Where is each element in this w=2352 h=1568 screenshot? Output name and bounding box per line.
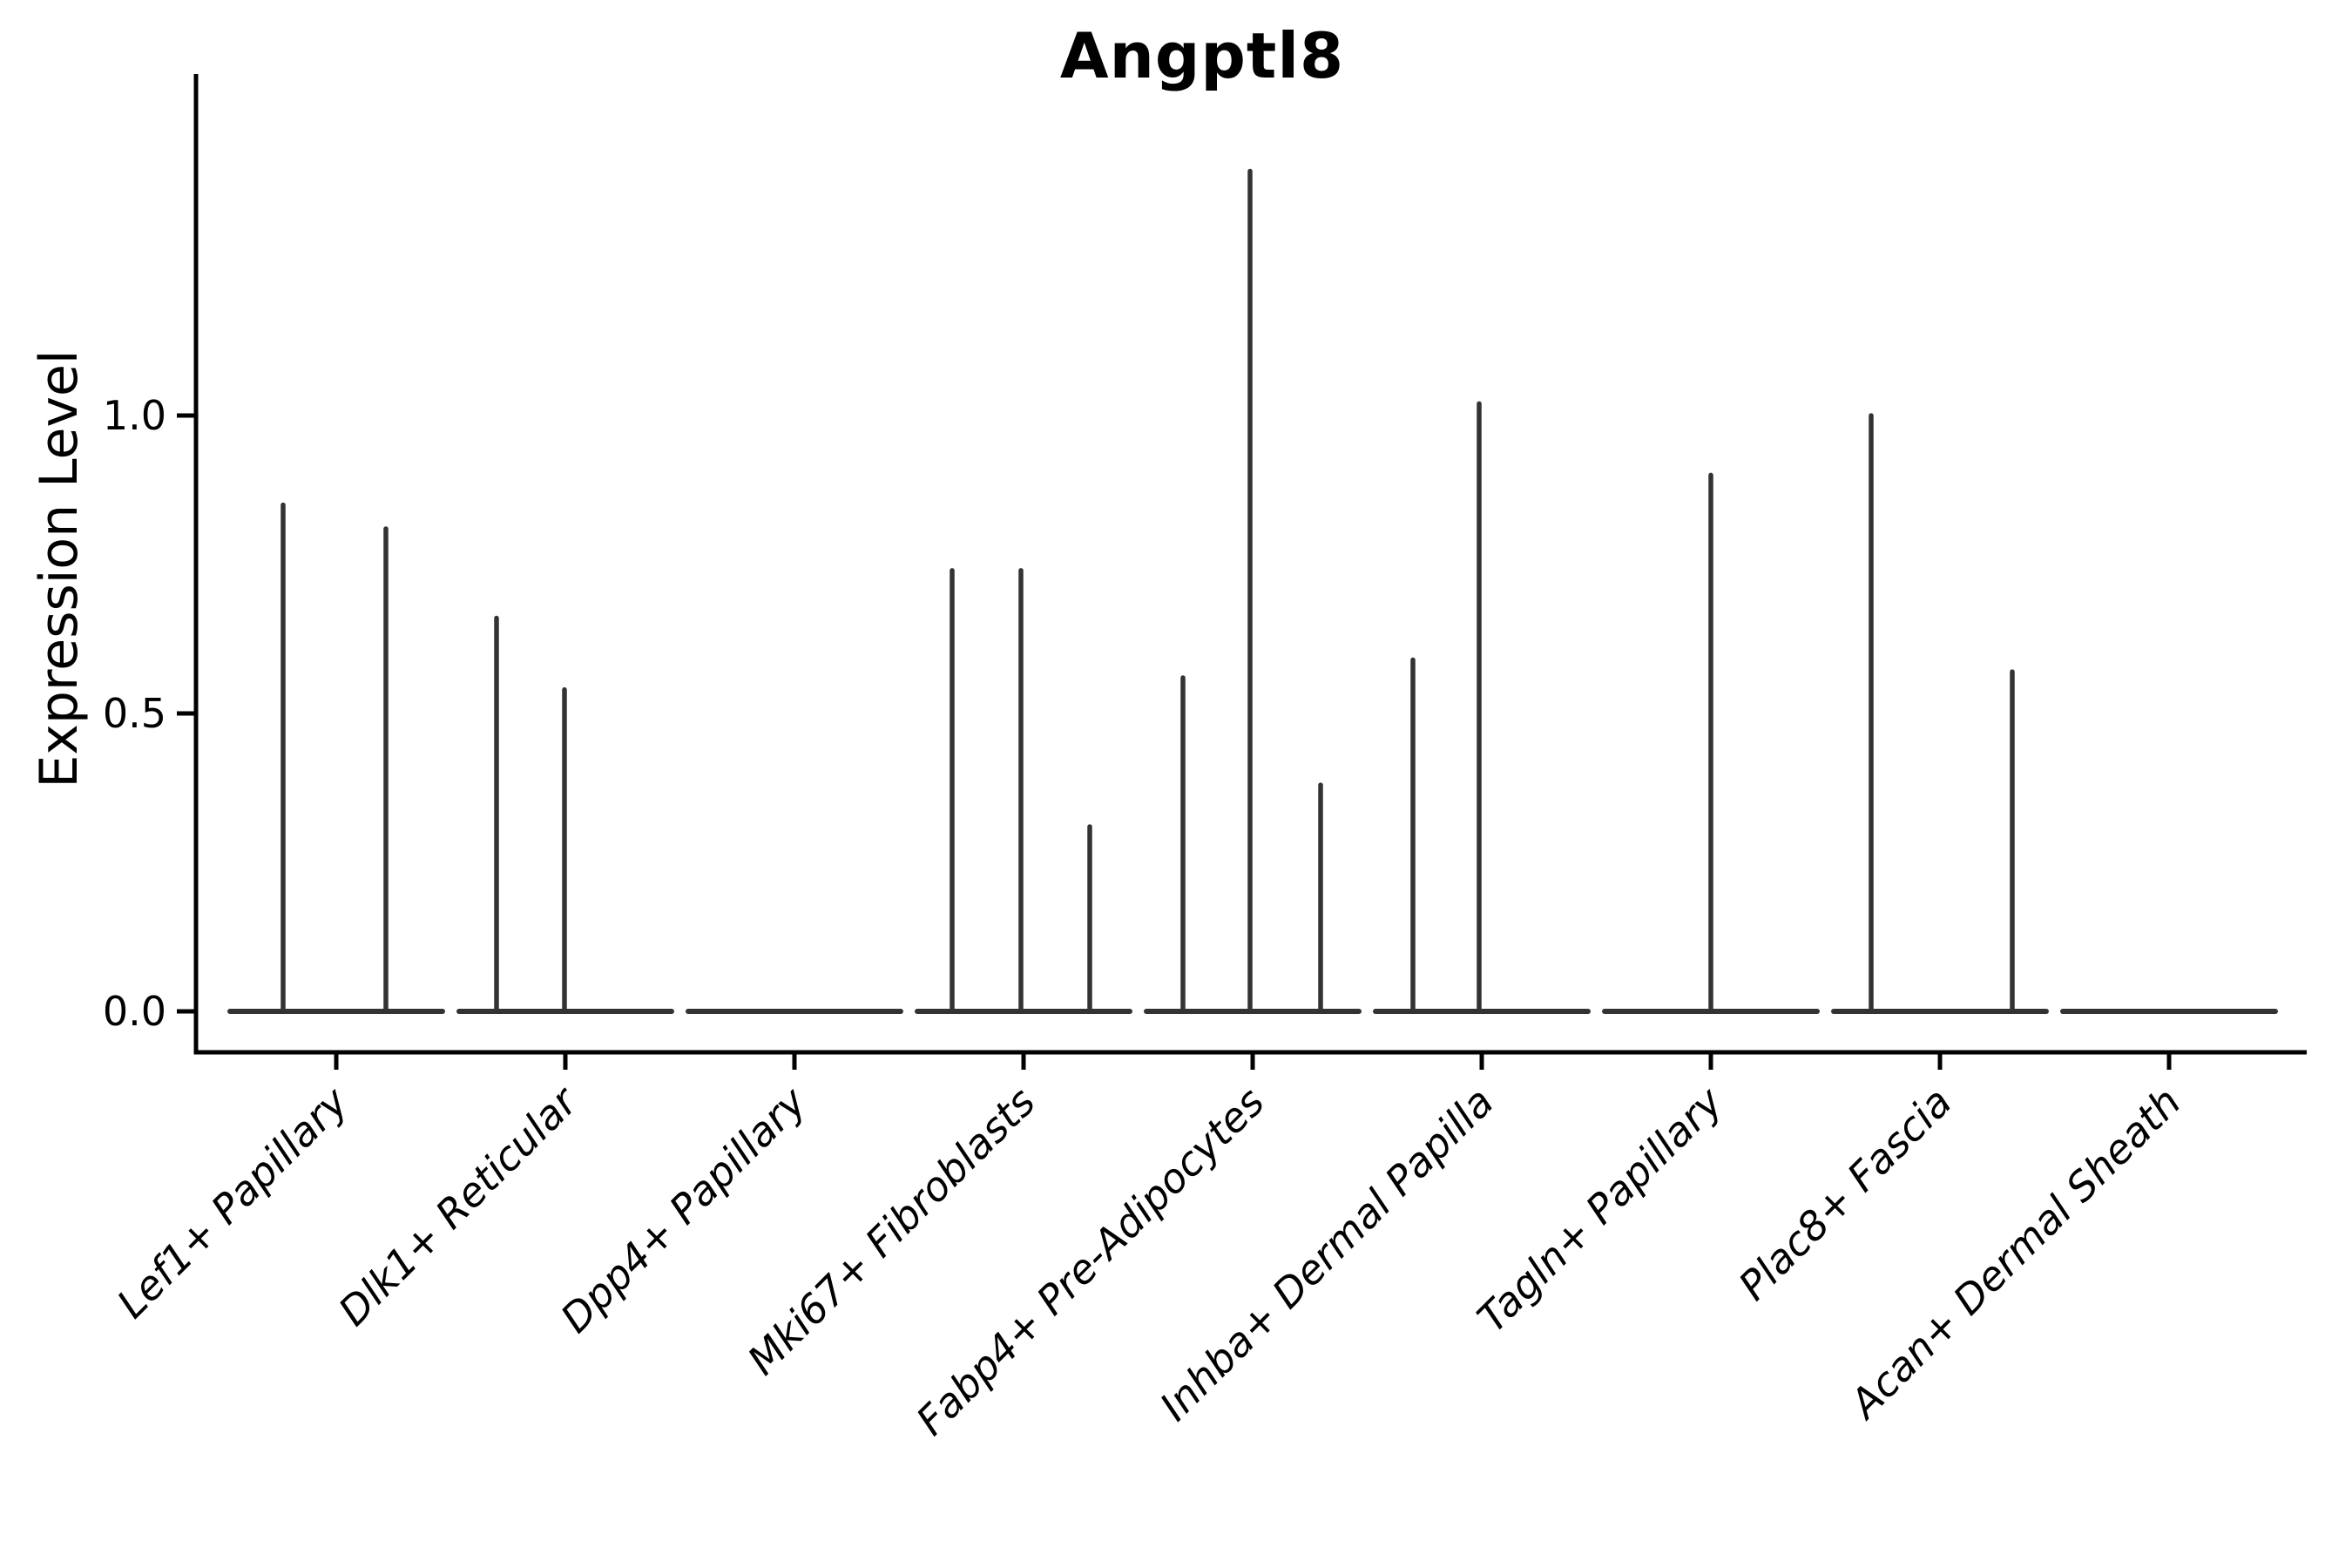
violin-group bbox=[1602, 472, 1820, 1014]
violin-group bbox=[1373, 401, 1591, 1014]
x-category-label: Plac8+ Fascia bbox=[1729, 1078, 1960, 1309]
violin-group bbox=[915, 568, 1132, 1014]
x-category-label: Dpp4+ Papillary bbox=[551, 1078, 815, 1342]
x-category-label: Tagln+ Papillary bbox=[1468, 1078, 1732, 1342]
violin-group bbox=[227, 502, 445, 1014]
y-tick-label: 0.5 bbox=[103, 690, 166, 737]
violin-group bbox=[456, 615, 674, 1014]
violin-group bbox=[1144, 168, 1362, 1014]
axis-spines bbox=[193, 74, 2307, 1055]
violin-group bbox=[1831, 413, 2049, 1014]
y-tick-label: 1.0 bbox=[103, 392, 166, 439]
x-category-label: Dlk1+ Reticular bbox=[329, 1076, 588, 1335]
x-category-label: Lef1+ Papillary bbox=[108, 1078, 357, 1327]
chart-title: Angptl8 bbox=[1059, 19, 1345, 92]
y-tick-label: 0.0 bbox=[103, 988, 166, 1035]
